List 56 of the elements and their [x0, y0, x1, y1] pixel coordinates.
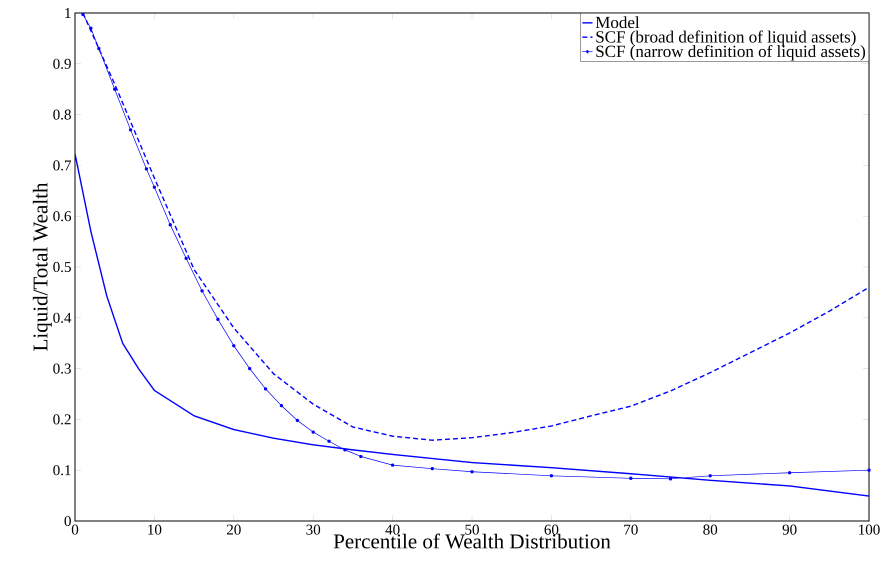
point [168, 223, 172, 226]
point [390, 463, 394, 467]
point [312, 430, 315, 434]
point [232, 344, 236, 348]
point [867, 468, 871, 472]
legend-label: SCF (broad definition of liquid assets) [596, 30, 856, 46]
point [200, 289, 204, 293]
point [248, 366, 252, 370]
legend-label: Model [596, 16, 640, 28]
point [668, 477, 672, 480]
x-tick-label: 0 [72, 524, 78, 535]
point [81, 12, 85, 16]
x-tick-label: 80 [703, 524, 718, 535]
point [788, 471, 792, 474]
x-tick-label: 40 [385, 524, 400, 535]
y-tick-label: 0.5 [53, 262, 71, 272]
x-tick-label: 60 [544, 524, 558, 535]
x-tick-label: 20 [226, 524, 241, 535]
y-tick-label: 0.8 [53, 110, 71, 120]
point [216, 318, 220, 321]
y-tick-label: 0.2 [53, 414, 71, 424]
point [629, 476, 632, 480]
y-tick-label: 0.3 [53, 364, 71, 374]
point [97, 46, 100, 50]
y-tick-label: 0.1 [53, 465, 71, 476]
y-tick-label: 0.9 [53, 58, 71, 69]
point [113, 88, 116, 91]
point [89, 26, 93, 30]
point [152, 186, 156, 189]
point [470, 470, 474, 474]
x-tick-label: 70 [624, 524, 638, 535]
point [343, 448, 347, 452]
point [144, 167, 148, 171]
x-tick-label: 10 [148, 524, 162, 535]
point [708, 474, 712, 478]
x-tick-label: 100 [859, 524, 880, 535]
y-tick-label: 0.4 [53, 312, 72, 323]
y-tick-label: 0 [64, 516, 71, 526]
point [264, 387, 268, 391]
y-tick-label: 0.7 [53, 160, 72, 170]
x-tick-label: 90 [782, 524, 797, 535]
point [327, 440, 331, 443]
point [128, 128, 132, 132]
y-tick-label: 0.6 [53, 211, 72, 222]
x-tick-label: 50 [465, 524, 479, 535]
point [359, 454, 362, 458]
x-axis-title: Percentile of Wealth Distribution [334, 534, 611, 549]
x-tick-label: 30 [306, 524, 320, 535]
point [296, 418, 299, 422]
point [550, 474, 554, 478]
point [184, 256, 188, 260]
y-tick-label: 1 [65, 8, 71, 18]
point [430, 467, 434, 470]
point [280, 404, 284, 408]
legend-label: SCF (narrow definition of liquid assets) [596, 44, 866, 61]
y-axis-title: Liquid/Total Wealth [32, 182, 52, 351]
